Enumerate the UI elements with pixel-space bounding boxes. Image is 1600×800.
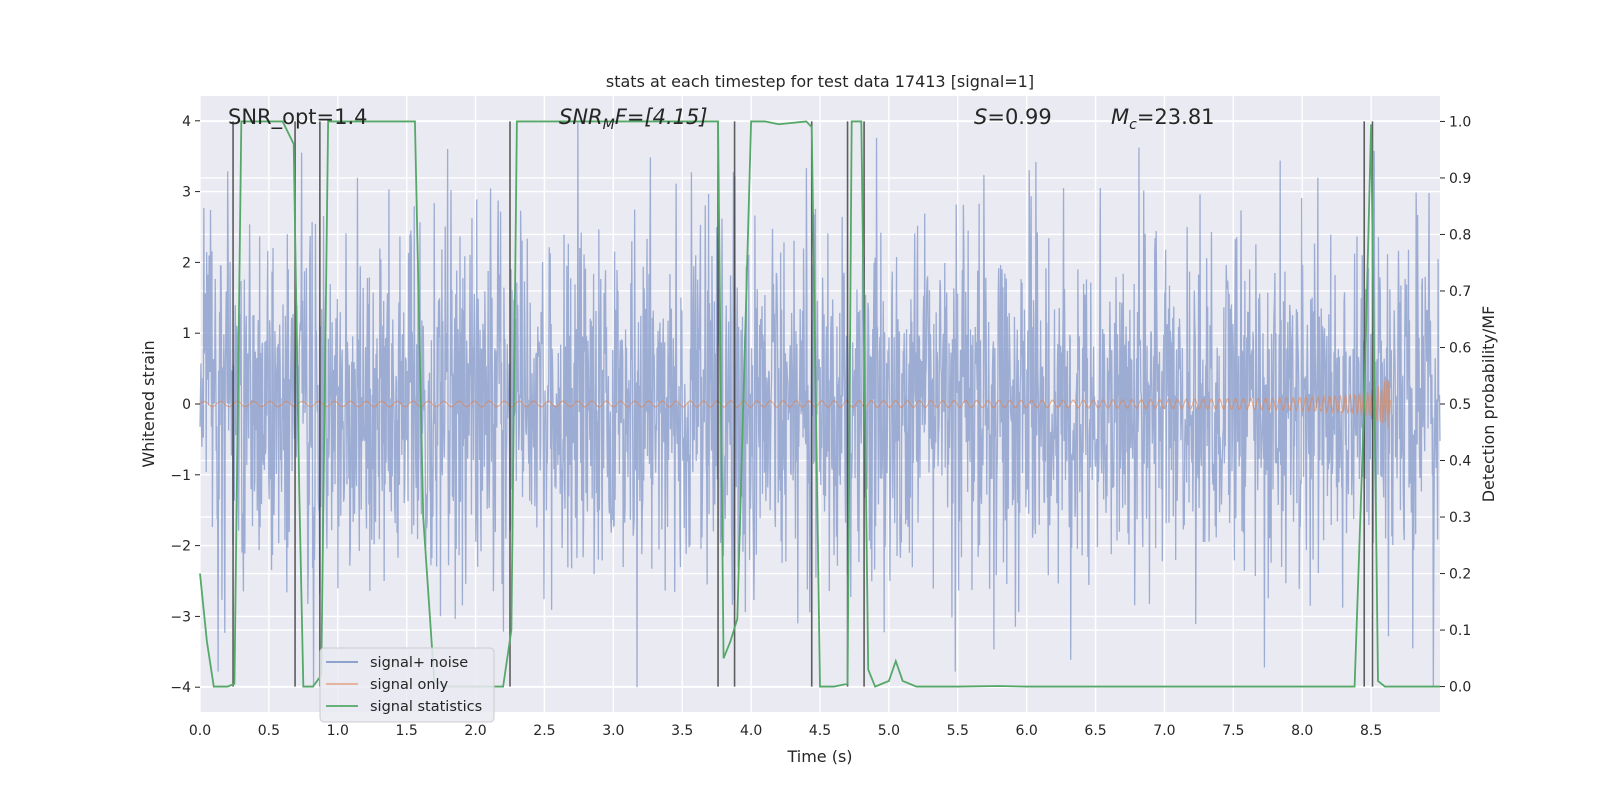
s-annotation-value: =0.99	[987, 105, 1051, 129]
y-right-axis-label: Detection probability/MF	[1479, 306, 1498, 503]
chart-title: stats at each timestep for test data 174…	[606, 72, 1034, 91]
x-tick-label: 6.5	[1084, 723, 1106, 739]
mc-annotation-label: M	[1111, 105, 1129, 129]
y-right-tick-label: 0.5	[1449, 397, 1471, 413]
x-tick-label: 8.5	[1360, 723, 1382, 739]
y-right-tick-label: 0.6	[1449, 340, 1471, 356]
x-tick-label: 7.0	[1153, 723, 1175, 739]
mc-annotation-value: =23.81	[1137, 105, 1215, 129]
y-tick-label: 2	[182, 255, 191, 271]
x-tick-label: 0.0	[189, 723, 211, 739]
x-tick-label: 8.0	[1291, 723, 1313, 739]
x-tick-label: 4.5	[809, 723, 831, 739]
legend-label-noise: signal+ noise	[370, 655, 468, 671]
x-tick-label: 3.0	[602, 723, 624, 739]
s-annotation-label: S	[974, 105, 987, 129]
snr-mf-suffix: F=[4.15]	[615, 105, 708, 129]
x-tick-label: 4.0	[740, 723, 762, 739]
snr-mf-annotation: SNRMF=[4.15]	[559, 105, 708, 133]
y-tick-label: 0	[182, 397, 191, 413]
y-tick-label: −4	[170, 680, 191, 696]
y-right-tick-label: 0.1	[1449, 623, 1471, 639]
x-axis-label: Time (s)	[786, 747, 852, 766]
signal-noise-line	[199, 120, 1441, 688]
legend-box	[319, 647, 495, 723]
y-right-tick-label: 0.0	[1449, 680, 1471, 696]
y-right-tick-label: 0.3	[1449, 510, 1471, 526]
vertical-lines	[232, 121, 1374, 687]
y-tick-label: −2	[170, 539, 191, 555]
signal-noise-series	[199, 120, 1441, 688]
snr-mf-subscript: M	[603, 117, 615, 133]
y-tick-label: −1	[170, 468, 191, 484]
x-tick-label: 1.5	[396, 723, 418, 739]
y-tick-label: 4	[182, 114, 191, 130]
legend-label-signal: signal only	[370, 677, 449, 693]
x-tick-label: 5.5	[947, 723, 969, 739]
snr-mf-prefix: SNR	[559, 105, 603, 129]
x-tick-label: 1.0	[327, 723, 349, 739]
y-right-tick-label: 0.4	[1449, 454, 1471, 470]
y-tick-label: −3	[170, 609, 191, 625]
y-right-tick-label: 0.9	[1449, 171, 1471, 187]
signal-statistics-line	[199, 120, 1440, 688]
axes: 0.0 0.5 1.0 1.5 2.0 2.5 3.0 3.5 4.0 4.5 5.0 5.5 6.0 6…	[170, 114, 1471, 739]
x-tick-label: 3.5	[671, 723, 693, 739]
x-tick-label: 6.0	[1016, 723, 1038, 739]
y-axis-label: Whitened strain	[139, 340, 158, 467]
x-tick-label: 5.0	[878, 723, 900, 739]
legend: signal+ noise signal only signal statist…	[319, 647, 495, 723]
x-tick-label: 2.5	[533, 723, 555, 739]
signal-statistics-series	[199, 120, 1440, 688]
y-right-tick-label: 0.7	[1449, 284, 1471, 300]
y-right-tick-label: 0.8	[1449, 227, 1471, 243]
mc-annotation: Mc=23.81	[1111, 105, 1215, 133]
s-annotation: S=0.99	[974, 105, 1052, 129]
x-tick-label: 7.5	[1222, 723, 1244, 739]
x-tick-label: 2.0	[464, 723, 486, 739]
y-tick-label: 3	[182, 185, 191, 201]
signal-only-series	[199, 379, 1391, 429]
y-right-tick-label: 0.2	[1449, 567, 1471, 583]
legend-label-stats: signal statistics	[370, 699, 482, 715]
y-right-tick-label: 1.0	[1449, 114, 1471, 130]
y-tick-label: 1	[182, 326, 191, 342]
x-tick-label: 0.5	[258, 723, 280, 739]
snr-opt-annotation: SNR_opt=1.4	[228, 105, 368, 130]
mc-annotation-subscript: c	[1129, 117, 1137, 133]
signal-only-line	[199, 379, 1391, 429]
